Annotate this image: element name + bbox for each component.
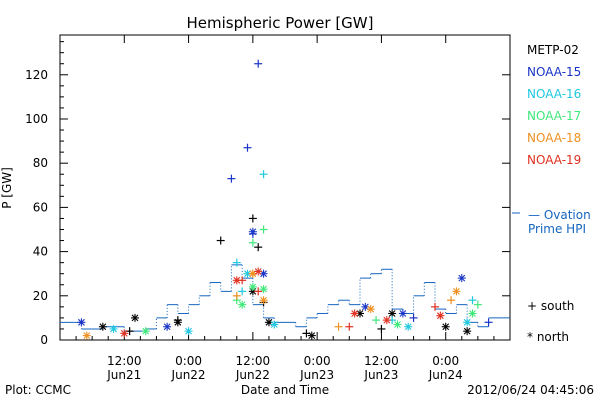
north-point	[307, 331, 316, 340]
x-tick-time: 0:00	[175, 354, 202, 368]
north-point	[457, 274, 466, 283]
legend-ovation-line2: Prime HPI	[528, 222, 586, 236]
south-point	[259, 225, 268, 234]
south-point	[377, 324, 386, 333]
north-point	[404, 322, 413, 331]
south-point	[254, 59, 263, 68]
north-point	[82, 331, 91, 340]
north-point	[248, 227, 257, 236]
x-tick-time: 12:00	[364, 354, 399, 368]
y-axis-label: P [GW]	[0, 167, 14, 209]
y-tick-label: 40	[33, 245, 48, 259]
legend-south: + south	[527, 299, 574, 313]
x-tick-date: Jun21	[106, 368, 141, 382]
north-point	[463, 318, 472, 327]
north-point	[436, 311, 445, 320]
north-point	[98, 322, 107, 331]
footer-axis-title: Date and Time	[241, 383, 329, 397]
south-point	[227, 174, 236, 183]
south-point	[248, 214, 257, 223]
north-point	[270, 320, 279, 329]
south-point	[254, 243, 263, 252]
x-tick-date: Jun24	[428, 368, 463, 382]
south-point	[232, 258, 241, 267]
legend-satellites: METP-02 NOAA-15 NOAA-16 NOAA-17 NOAA-18 NOAA-…	[527, 43, 581, 167]
south-point	[345, 322, 354, 331]
legend-entry: NOAA-17	[527, 109, 581, 123]
x-tick-time: 0:00	[432, 354, 459, 368]
x-tick-time: 0:00	[304, 354, 331, 368]
x-tick-date: Jun22	[171, 368, 206, 382]
north-point	[366, 305, 375, 314]
x-axis-ticks: 12:00Jun210:00Jun2212:00Jun220:00Jun2312…	[75, 35, 495, 382]
y-tick-label: 20	[33, 289, 48, 303]
north-point	[141, 327, 150, 336]
north-point	[120, 329, 129, 338]
y-tick-label: 80	[33, 156, 48, 170]
y-tick-label: 0	[40, 333, 48, 347]
legend-entry: METP-02	[527, 43, 579, 57]
legend: METP-02 NOAA-15 NOAA-16 NOAA-17 NOAA-18 NOAA-…	[512, 43, 591, 344]
y-tick-label: 60	[33, 200, 48, 214]
x-tick-date: Jun23	[363, 368, 398, 382]
chart-title: Hemispheric Power [GW]	[187, 14, 374, 32]
north-point	[184, 327, 193, 336]
south-point	[259, 170, 268, 179]
north-point	[254, 267, 263, 276]
legend-entry: NOAA-18	[527, 131, 581, 145]
south-point	[232, 291, 241, 300]
y-tick-label: 100	[25, 112, 48, 126]
north-point	[463, 327, 472, 336]
north-point	[393, 320, 402, 329]
data-points-layer	[77, 59, 493, 340]
north-point	[259, 296, 268, 305]
north-point	[382, 316, 391, 325]
south-point	[254, 287, 263, 296]
south-point	[409, 313, 418, 322]
south-point	[484, 318, 493, 327]
y-tick-label: 120	[25, 68, 48, 82]
x-tick-time: 12:00	[107, 354, 142, 368]
x-tick-date: Jun22	[235, 368, 270, 382]
south-point	[468, 296, 477, 305]
ovation-line-layer	[60, 264, 510, 332]
south-point	[248, 238, 257, 247]
north-point	[452, 287, 461, 296]
north-point	[109, 324, 118, 333]
x-tick-date: Jun23	[299, 368, 334, 382]
legend-entry: NOAA-16	[527, 87, 581, 101]
south-point	[243, 143, 252, 152]
north-point	[398, 309, 407, 318]
north-point	[248, 282, 257, 291]
footer-plot-credit: Plot: CCMC	[5, 383, 71, 397]
plot-area-frame	[59, 34, 511, 341]
x-tick-time: 12:00	[236, 354, 271, 368]
footer-timestamp: 2012/06/24 04:45:06	[467, 383, 594, 397]
north-point	[232, 276, 241, 285]
south-point	[216, 236, 225, 245]
north-point	[468, 309, 477, 318]
legend-ovation-line1: — Ovation	[528, 208, 591, 222]
north-point	[350, 309, 359, 318]
y-axis-ticks: 0 20 40 60 80 100 120	[25, 41, 510, 347]
north-point	[441, 322, 450, 331]
south-point	[473, 300, 482, 309]
south-point	[447, 296, 456, 305]
north-point	[163, 322, 172, 331]
legend-entry: NOAA-19	[527, 153, 581, 167]
south-point	[238, 287, 247, 296]
south-point	[431, 302, 439, 311]
south-point	[334, 322, 343, 331]
north-point	[77, 318, 86, 327]
north-point	[131, 313, 139, 322]
legend-entry: NOAA-15	[527, 65, 581, 79]
south-point	[372, 316, 381, 325]
legend-north: * north	[527, 330, 569, 344]
north-point	[173, 318, 182, 327]
north-point	[238, 300, 247, 309]
